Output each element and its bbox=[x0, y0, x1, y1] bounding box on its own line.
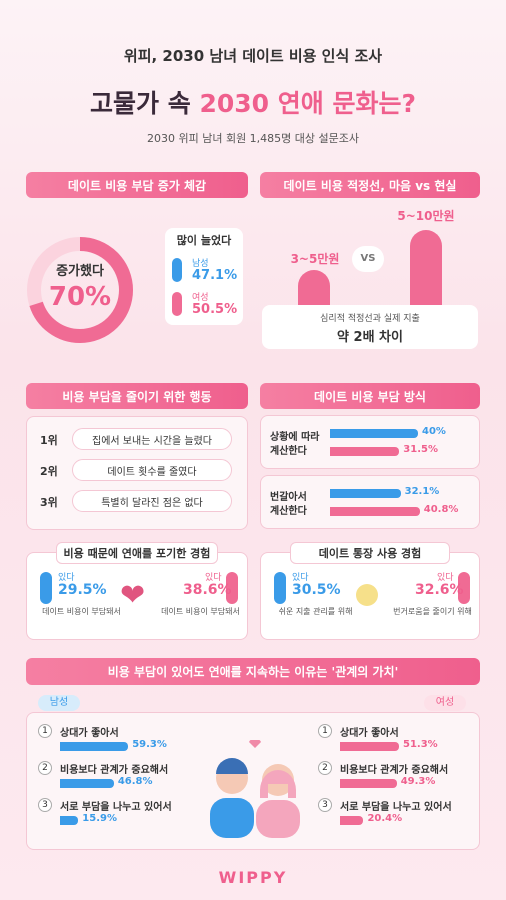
eyebrow: 위피, 2030 남녀 데이트 비용 인식 조사 bbox=[123, 47, 383, 65]
section-heading: 비용 때문에 연애를 포기한 경험 bbox=[56, 542, 218, 564]
section-heading: 데이트 비용 부담 방식 bbox=[260, 383, 480, 409]
female-name: 여성 bbox=[192, 293, 209, 303]
bar bbox=[60, 779, 114, 788]
person-icon bbox=[40, 572, 52, 604]
donut-value: 70% bbox=[48, 282, 112, 312]
title-accent: 2030 연애 문화는? bbox=[199, 89, 416, 118]
section-heading: 데이트 비용 부담 증가 체감 bbox=[26, 172, 248, 198]
reason: 서로 부담을 나누고 있어서 bbox=[340, 802, 452, 813]
bar-value: 59.3% bbox=[132, 739, 167, 750]
tag: 있다 bbox=[205, 573, 222, 583]
rank: 3 bbox=[38, 798, 52, 812]
reason: 상대가 좋아서 bbox=[340, 728, 399, 739]
card bbox=[260, 415, 480, 469]
result: 약 2배 차이 bbox=[337, 330, 403, 345]
rank: 1 bbox=[38, 724, 52, 738]
person-icon bbox=[274, 572, 286, 604]
action: 집에서 보내는 시간을 늘렸다 bbox=[72, 428, 232, 450]
donut bbox=[27, 237, 133, 343]
person-icon bbox=[226, 572, 238, 604]
reason: 비용보다 관계가 중요해서 bbox=[340, 765, 449, 776]
bar-value: 49.3% bbox=[400, 776, 436, 787]
person-icon bbox=[458, 572, 470, 604]
rank: 3위 bbox=[40, 496, 58, 509]
reason: 데이트 비용이 부담돼서 bbox=[42, 607, 121, 616]
male-icon bbox=[172, 258, 182, 282]
value: 38.6% bbox=[183, 582, 232, 598]
bar bbox=[330, 507, 420, 516]
ideal-label: 3~5만원 bbox=[290, 252, 340, 266]
card bbox=[26, 552, 248, 640]
reason: 쉬운 지출 관리를 위해 bbox=[278, 607, 353, 616]
section-heading: 비용 부담이 있어도 연애를 지속하는 이유는 '관계의 가치' bbox=[26, 658, 480, 685]
value: 32.6% bbox=[415, 582, 464, 598]
bar bbox=[60, 742, 129, 751]
value: 30.5% bbox=[292, 582, 341, 598]
title-plain: 고물가 속 bbox=[90, 89, 200, 118]
group-label: 번갈아서 bbox=[270, 492, 307, 503]
bar bbox=[340, 779, 397, 788]
note-box bbox=[262, 305, 478, 349]
reason: 번거로움을 줄이기 위해 bbox=[393, 607, 472, 616]
group-label: 상황에 따라 bbox=[270, 432, 320, 443]
donut-label: 증가했다 bbox=[56, 264, 104, 279]
female-tag: 여성 bbox=[424, 695, 466, 711]
reason: 비용보다 관계가 중요해서 bbox=[60, 765, 169, 776]
tag: 있다 bbox=[58, 573, 75, 583]
male-name: 남성 bbox=[192, 259, 209, 269]
bar bbox=[330, 429, 418, 438]
broken-heart: ❤ bbox=[120, 578, 146, 613]
rank: 2 bbox=[318, 761, 332, 775]
female-icon bbox=[172, 292, 182, 316]
bar-value: 20.4% bbox=[367, 813, 403, 824]
donut-arc bbox=[27, 237, 133, 343]
bar-value: 31.5% bbox=[403, 444, 438, 455]
value: 29.5% bbox=[58, 582, 107, 598]
rank: 2 bbox=[38, 761, 52, 775]
male-tag: 남성 bbox=[38, 695, 80, 711]
couple-illustration bbox=[210, 740, 300, 838]
rank: 3 bbox=[318, 798, 332, 812]
group-label: 계산한다 bbox=[270, 506, 307, 517]
coin bbox=[356, 584, 378, 606]
section-heading: 비용 부담을 줄이기 위한 행동 bbox=[26, 383, 248, 409]
subtitle: 2030 위피 남녀 회원 1,485명 대상 설문조사 bbox=[146, 132, 360, 145]
rank: 1 bbox=[318, 724, 332, 738]
bar bbox=[330, 447, 400, 456]
box-title: 많이 늘었다 bbox=[176, 234, 232, 247]
group-label: 계산한다 bbox=[270, 446, 307, 457]
bar-value: 15.9% bbox=[82, 813, 117, 824]
female-value: 50.5% bbox=[192, 302, 238, 317]
title: 고물가 속 2030 연애 문화는? bbox=[0, 84, 506, 120]
card bbox=[260, 475, 480, 529]
bar bbox=[60, 816, 79, 825]
tag: 있다 bbox=[292, 573, 309, 583]
bar bbox=[340, 816, 364, 825]
section-heading: 데이트 비용 적정선, 마음 vs 현실 bbox=[260, 172, 480, 198]
bar bbox=[340, 742, 399, 751]
actual-label: 5~10만원 bbox=[397, 209, 455, 223]
reason: 상대가 좋아서 bbox=[60, 728, 119, 739]
vs: VS bbox=[352, 246, 384, 272]
bar bbox=[330, 489, 401, 498]
bar-value: 40% bbox=[422, 426, 446, 437]
bar-value: 46.8% bbox=[117, 776, 153, 787]
reason: 서로 부담을 나누고 있어서 bbox=[60, 802, 172, 813]
action: 특별히 달라진 점은 없다 bbox=[72, 490, 232, 512]
bar-value: 32.1% bbox=[404, 486, 440, 497]
note: 심리적 적정선과 실제 지출 bbox=[320, 314, 420, 324]
reason: 데이트 비용이 부담돼서 bbox=[161, 607, 240, 616]
rank: 1위 bbox=[40, 434, 58, 447]
rank: 2위 bbox=[40, 465, 58, 478]
male-value: 47.1% bbox=[192, 268, 238, 283]
actual-bar bbox=[410, 230, 442, 315]
tag: 있다 bbox=[437, 573, 454, 583]
footer: WIPPY bbox=[218, 868, 288, 887]
bar-value: 40.8% bbox=[423, 504, 459, 515]
section-heading: 데이트 통장 사용 경험 bbox=[290, 542, 450, 564]
bar-value: 51.3% bbox=[402, 739, 438, 750]
action: 데이트 횟수를 줄였다 bbox=[72, 459, 232, 481]
